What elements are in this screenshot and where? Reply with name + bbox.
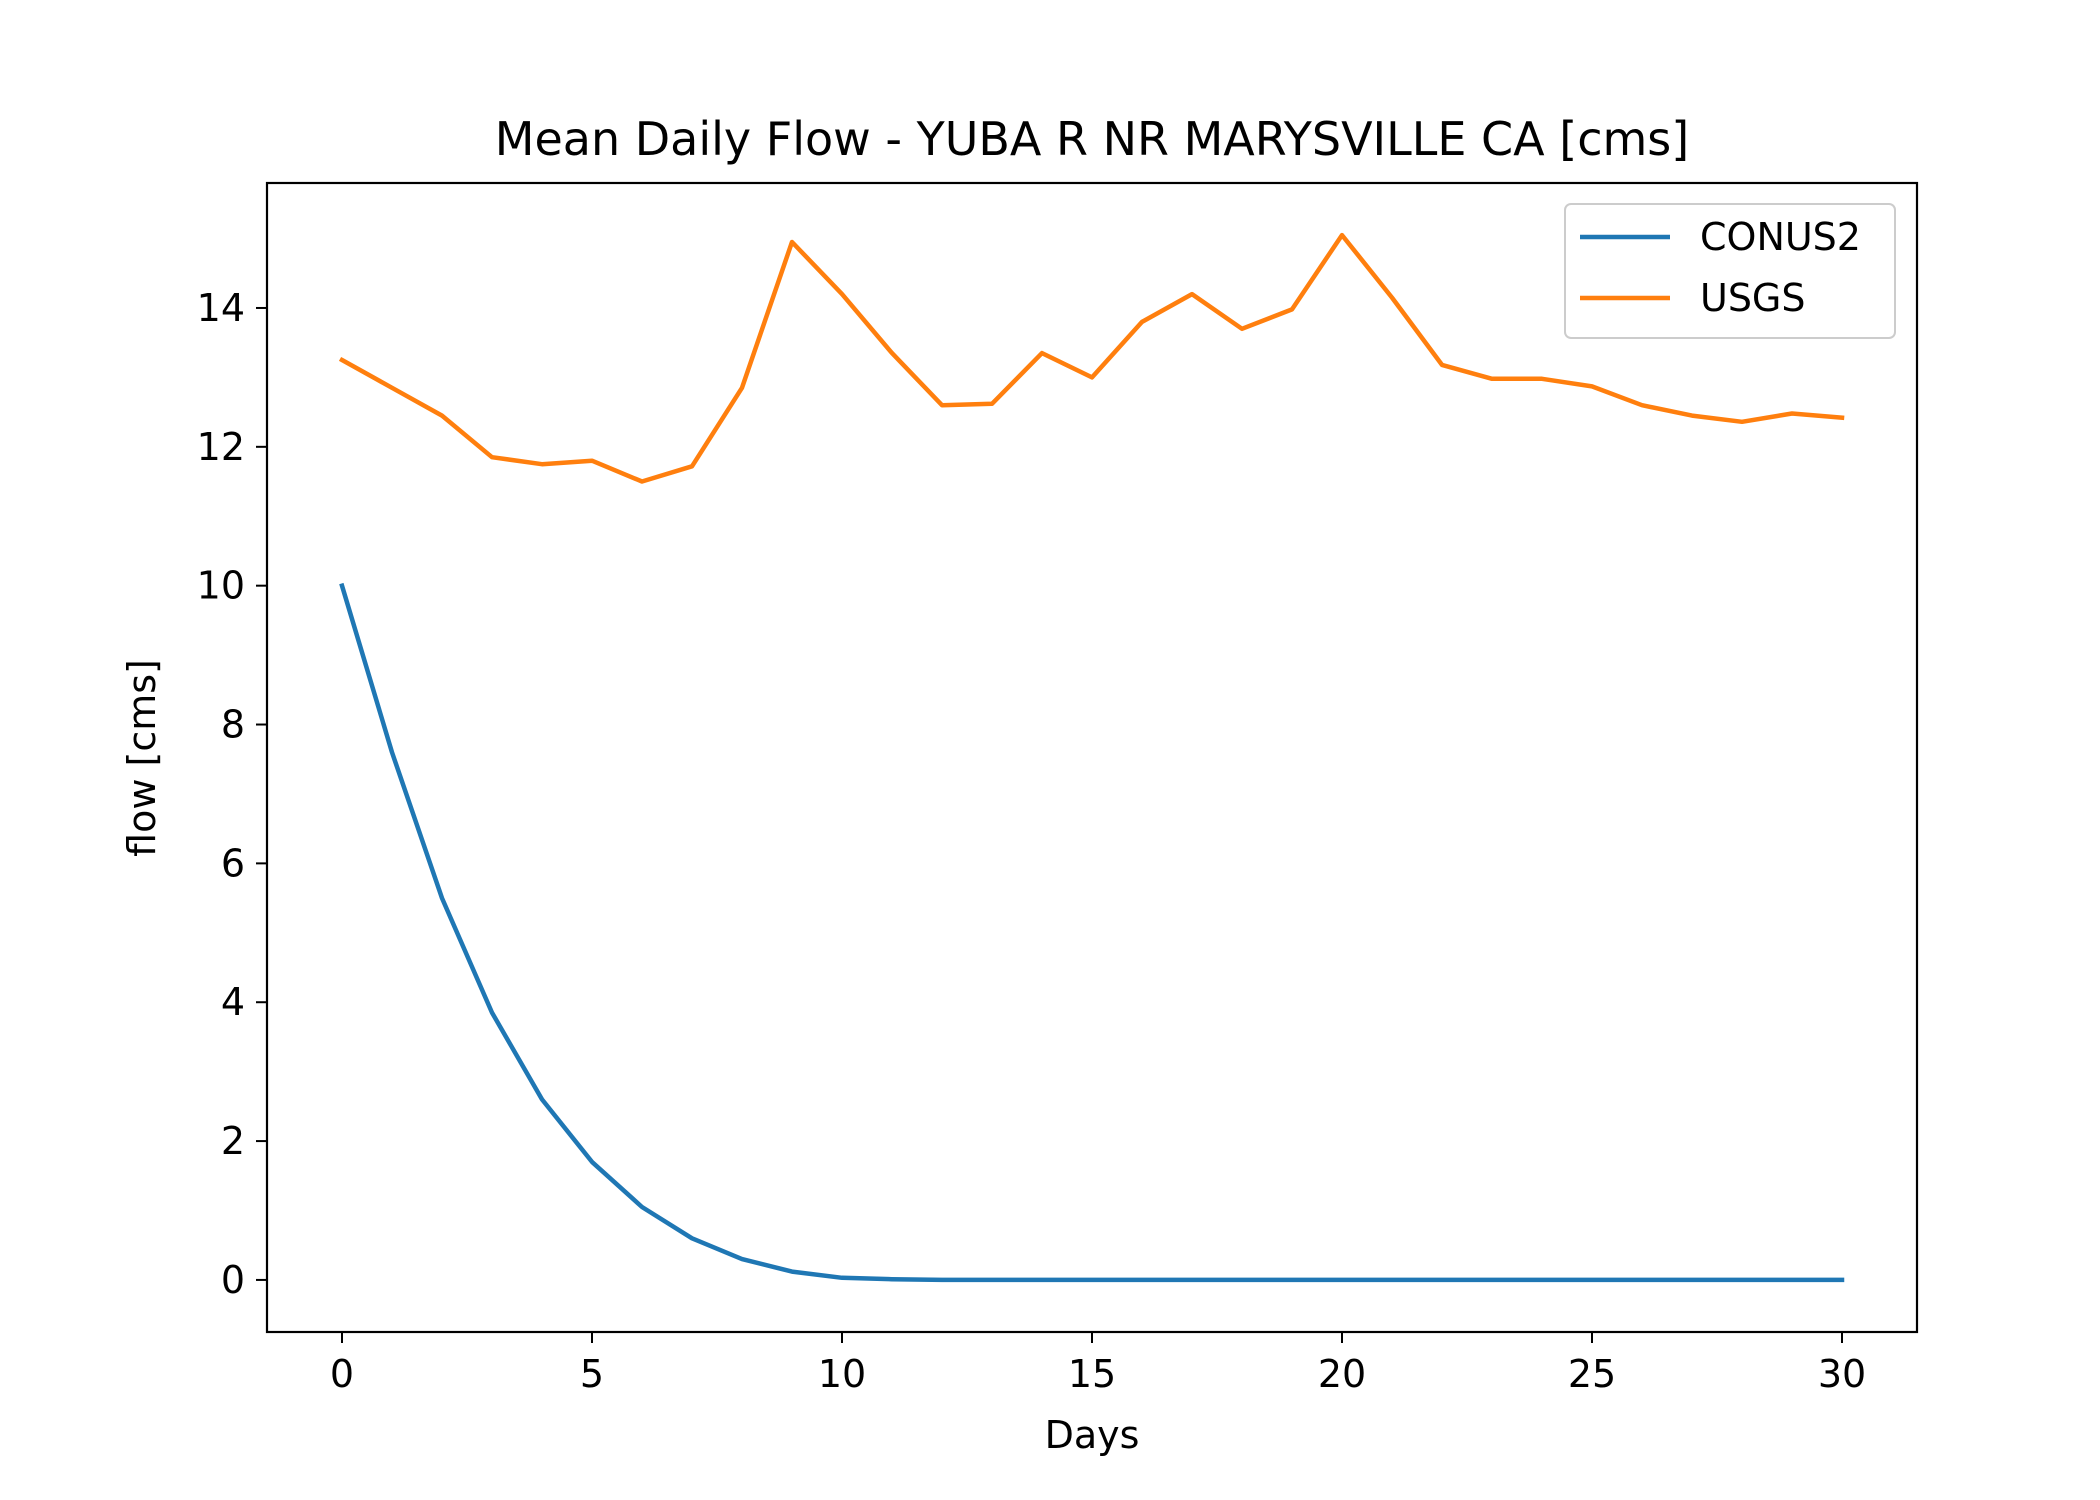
y-tick-label: 8: [221, 703, 245, 747]
y-tick-label: 10: [197, 564, 245, 608]
legend-label-usgs: USGS: [1700, 276, 1806, 320]
x-tick-label: 30: [1818, 1352, 1866, 1396]
legend-label-conus2: CONUS2: [1700, 215, 1861, 259]
x-tick-label: 5: [580, 1352, 604, 1396]
y-tick-label: 6: [221, 841, 245, 885]
x-tick-label: 25: [1568, 1352, 1616, 1396]
x-tick-label: 20: [1318, 1352, 1366, 1396]
x-axis-label: Days: [1045, 1413, 1140, 1457]
x-axis: 0 5 10 15 20 25 30: [330, 1332, 1866, 1396]
y-axis: 0 2 4 6 8 10 12 14: [197, 286, 267, 1302]
y-tick-label: 2: [221, 1119, 245, 1163]
x-tick-label: 0: [330, 1352, 354, 1396]
y-tick-label: 12: [197, 425, 245, 469]
series-line-usgs: [338, 232, 1845, 484]
x-tick-label: 15: [1068, 1352, 1116, 1396]
series-layer: [338, 232, 1845, 1283]
y-tick-label: 0: [221, 1258, 245, 1302]
y-tick-label: 4: [221, 980, 245, 1024]
chart-title: Mean Daily Flow - YUBA R NR MARYSVILLE C…: [495, 112, 1689, 166]
series-line-conus2: [339, 582, 1845, 1283]
y-tick-label: 14: [197, 286, 245, 330]
legend: CONUS2 USGS: [1564, 203, 1896, 339]
x-tick-label: 10: [818, 1352, 866, 1396]
y-axis-label: flow [cms]: [120, 659, 164, 857]
